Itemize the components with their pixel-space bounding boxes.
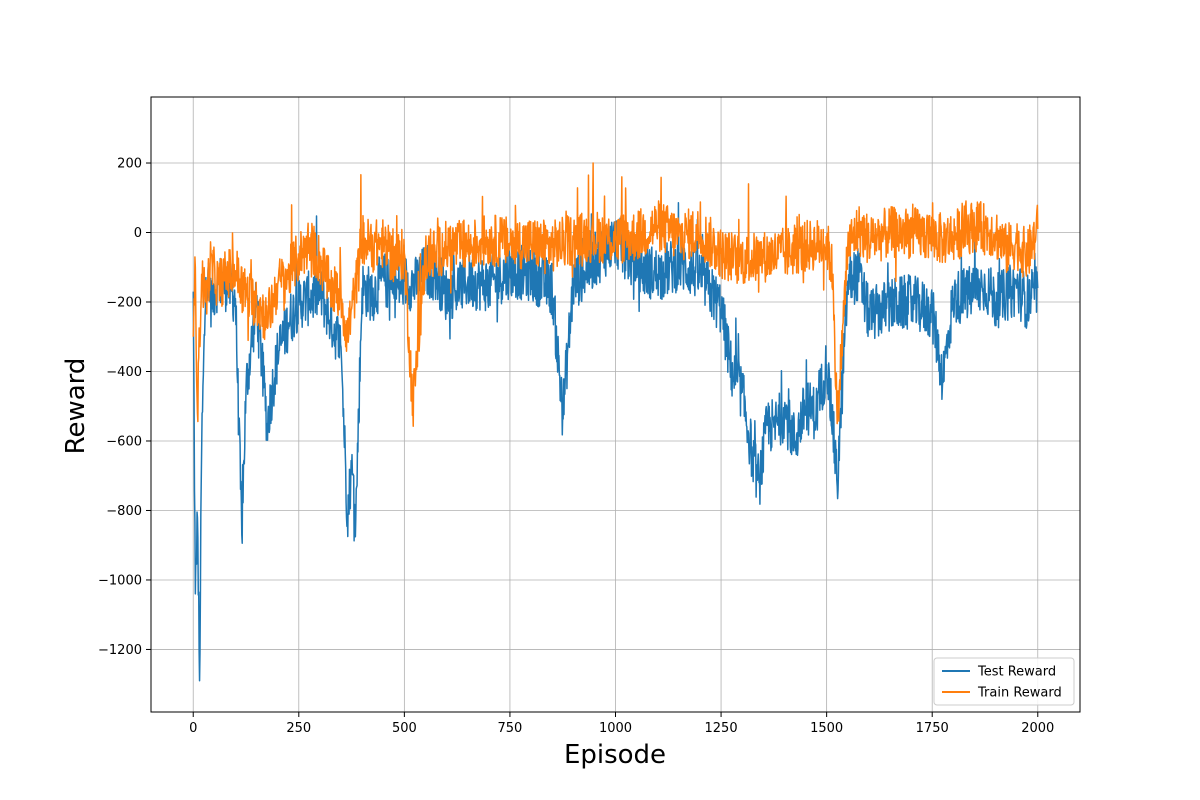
legend: Test Reward Train Reward (933, 657, 1075, 706)
legend-label: Test Reward (977, 665, 1056, 680)
legend-label: Train Reward (977, 686, 1062, 701)
y-tick-label: −200 (106, 296, 142, 311)
x-tick-label: 500 (392, 721, 417, 736)
legend-box (933, 657, 1075, 706)
y-tick-label: −600 (106, 434, 142, 449)
x-tick-label: 250 (286, 721, 311, 736)
series-line-train-reward (192, 162, 1039, 428)
grid-lines (151, 97, 1080, 712)
y-tick-label: 200 (117, 157, 142, 172)
series-lines (192, 162, 1039, 682)
y-tick-label: −1200 (98, 643, 142, 658)
x-tick-label: 1500 (810, 721, 843, 736)
x-axis-title: Episode (564, 740, 666, 770)
x-tick-label: 1000 (599, 721, 632, 736)
x-tick-label: 1250 (705, 721, 738, 736)
x-tick-label: 0 (189, 721, 197, 736)
y-tick-label: −400 (106, 365, 142, 380)
y-tick-label: −800 (106, 504, 142, 519)
x-tick-label: 750 (498, 721, 523, 736)
axis-ticks: 0 250 500 750 1000 1250 1500 1750 2000−1200−1000… (98, 157, 1054, 736)
y-axis-title: Reward (61, 358, 91, 455)
y-tick-label: 0 (134, 226, 142, 241)
x-tick-label: 1750 (916, 721, 949, 736)
x-tick-label: 2000 (1021, 721, 1054, 736)
y-tick-label: −1000 (98, 573, 142, 588)
